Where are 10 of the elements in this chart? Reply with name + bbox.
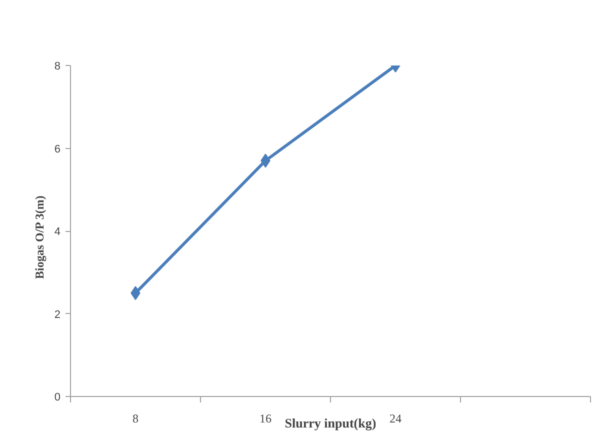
y-tick-label: 0 xyxy=(54,392,61,404)
y-tick-label: 6 xyxy=(54,143,61,156)
y-tick-label: 8 xyxy=(54,60,61,72)
x-tick-label: 16 xyxy=(260,412,272,426)
y-axis-title: Biogas O/P 3(m) xyxy=(32,196,46,279)
x-tick-label: 8 xyxy=(132,412,138,426)
x-axis-title: Slurry input(kg) xyxy=(284,416,376,430)
y-tick-label: 4 xyxy=(54,226,61,238)
y-tick-label: 2 xyxy=(54,308,61,321)
x-tick-label: 24 xyxy=(390,412,402,426)
